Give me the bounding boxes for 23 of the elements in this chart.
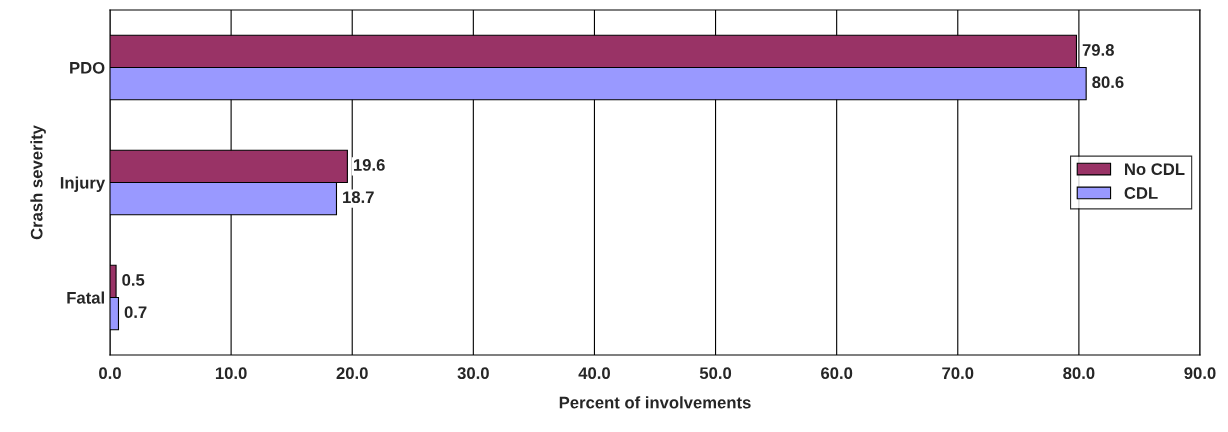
legend-label: No CDL	[1125, 163, 1185, 176]
y-axis-title: Crash severity	[30, 125, 46, 240]
y-tick-label: Fatal	[67, 291, 104, 304]
data-label: 0.7	[124, 306, 147, 319]
x-tick-label: 60.0	[821, 367, 853, 380]
legend-label: CDL	[1124, 187, 1158, 199]
data-label: 18.7	[343, 191, 374, 204]
x-tick-label: 30.0	[457, 367, 489, 380]
x-tick-label: 0.0	[99, 367, 121, 380]
x-tick-label: 50.0	[699, 367, 732, 380]
x-tick-label: 10.0	[215, 367, 247, 380]
data-label: 0.5	[122, 274, 145, 286]
x-axis-title: Percent of involvements	[559, 396, 751, 409]
x-tick-label: 90.0	[1184, 367, 1216, 380]
data-label: 79.8	[1082, 44, 1114, 56]
data-label: 19.6	[353, 159, 385, 171]
x-tick-label: 80.0	[1063, 367, 1095, 380]
x-tick-label: 70.0	[942, 367, 974, 380]
x-tick-label: 40.0	[578, 367, 610, 380]
y-tick-label: Injury	[60, 176, 106, 192]
x-tick-label: 20.0	[336, 367, 368, 380]
data-label: 80.6	[1092, 76, 1124, 89]
y-tick-label: PDO	[70, 61, 105, 74]
